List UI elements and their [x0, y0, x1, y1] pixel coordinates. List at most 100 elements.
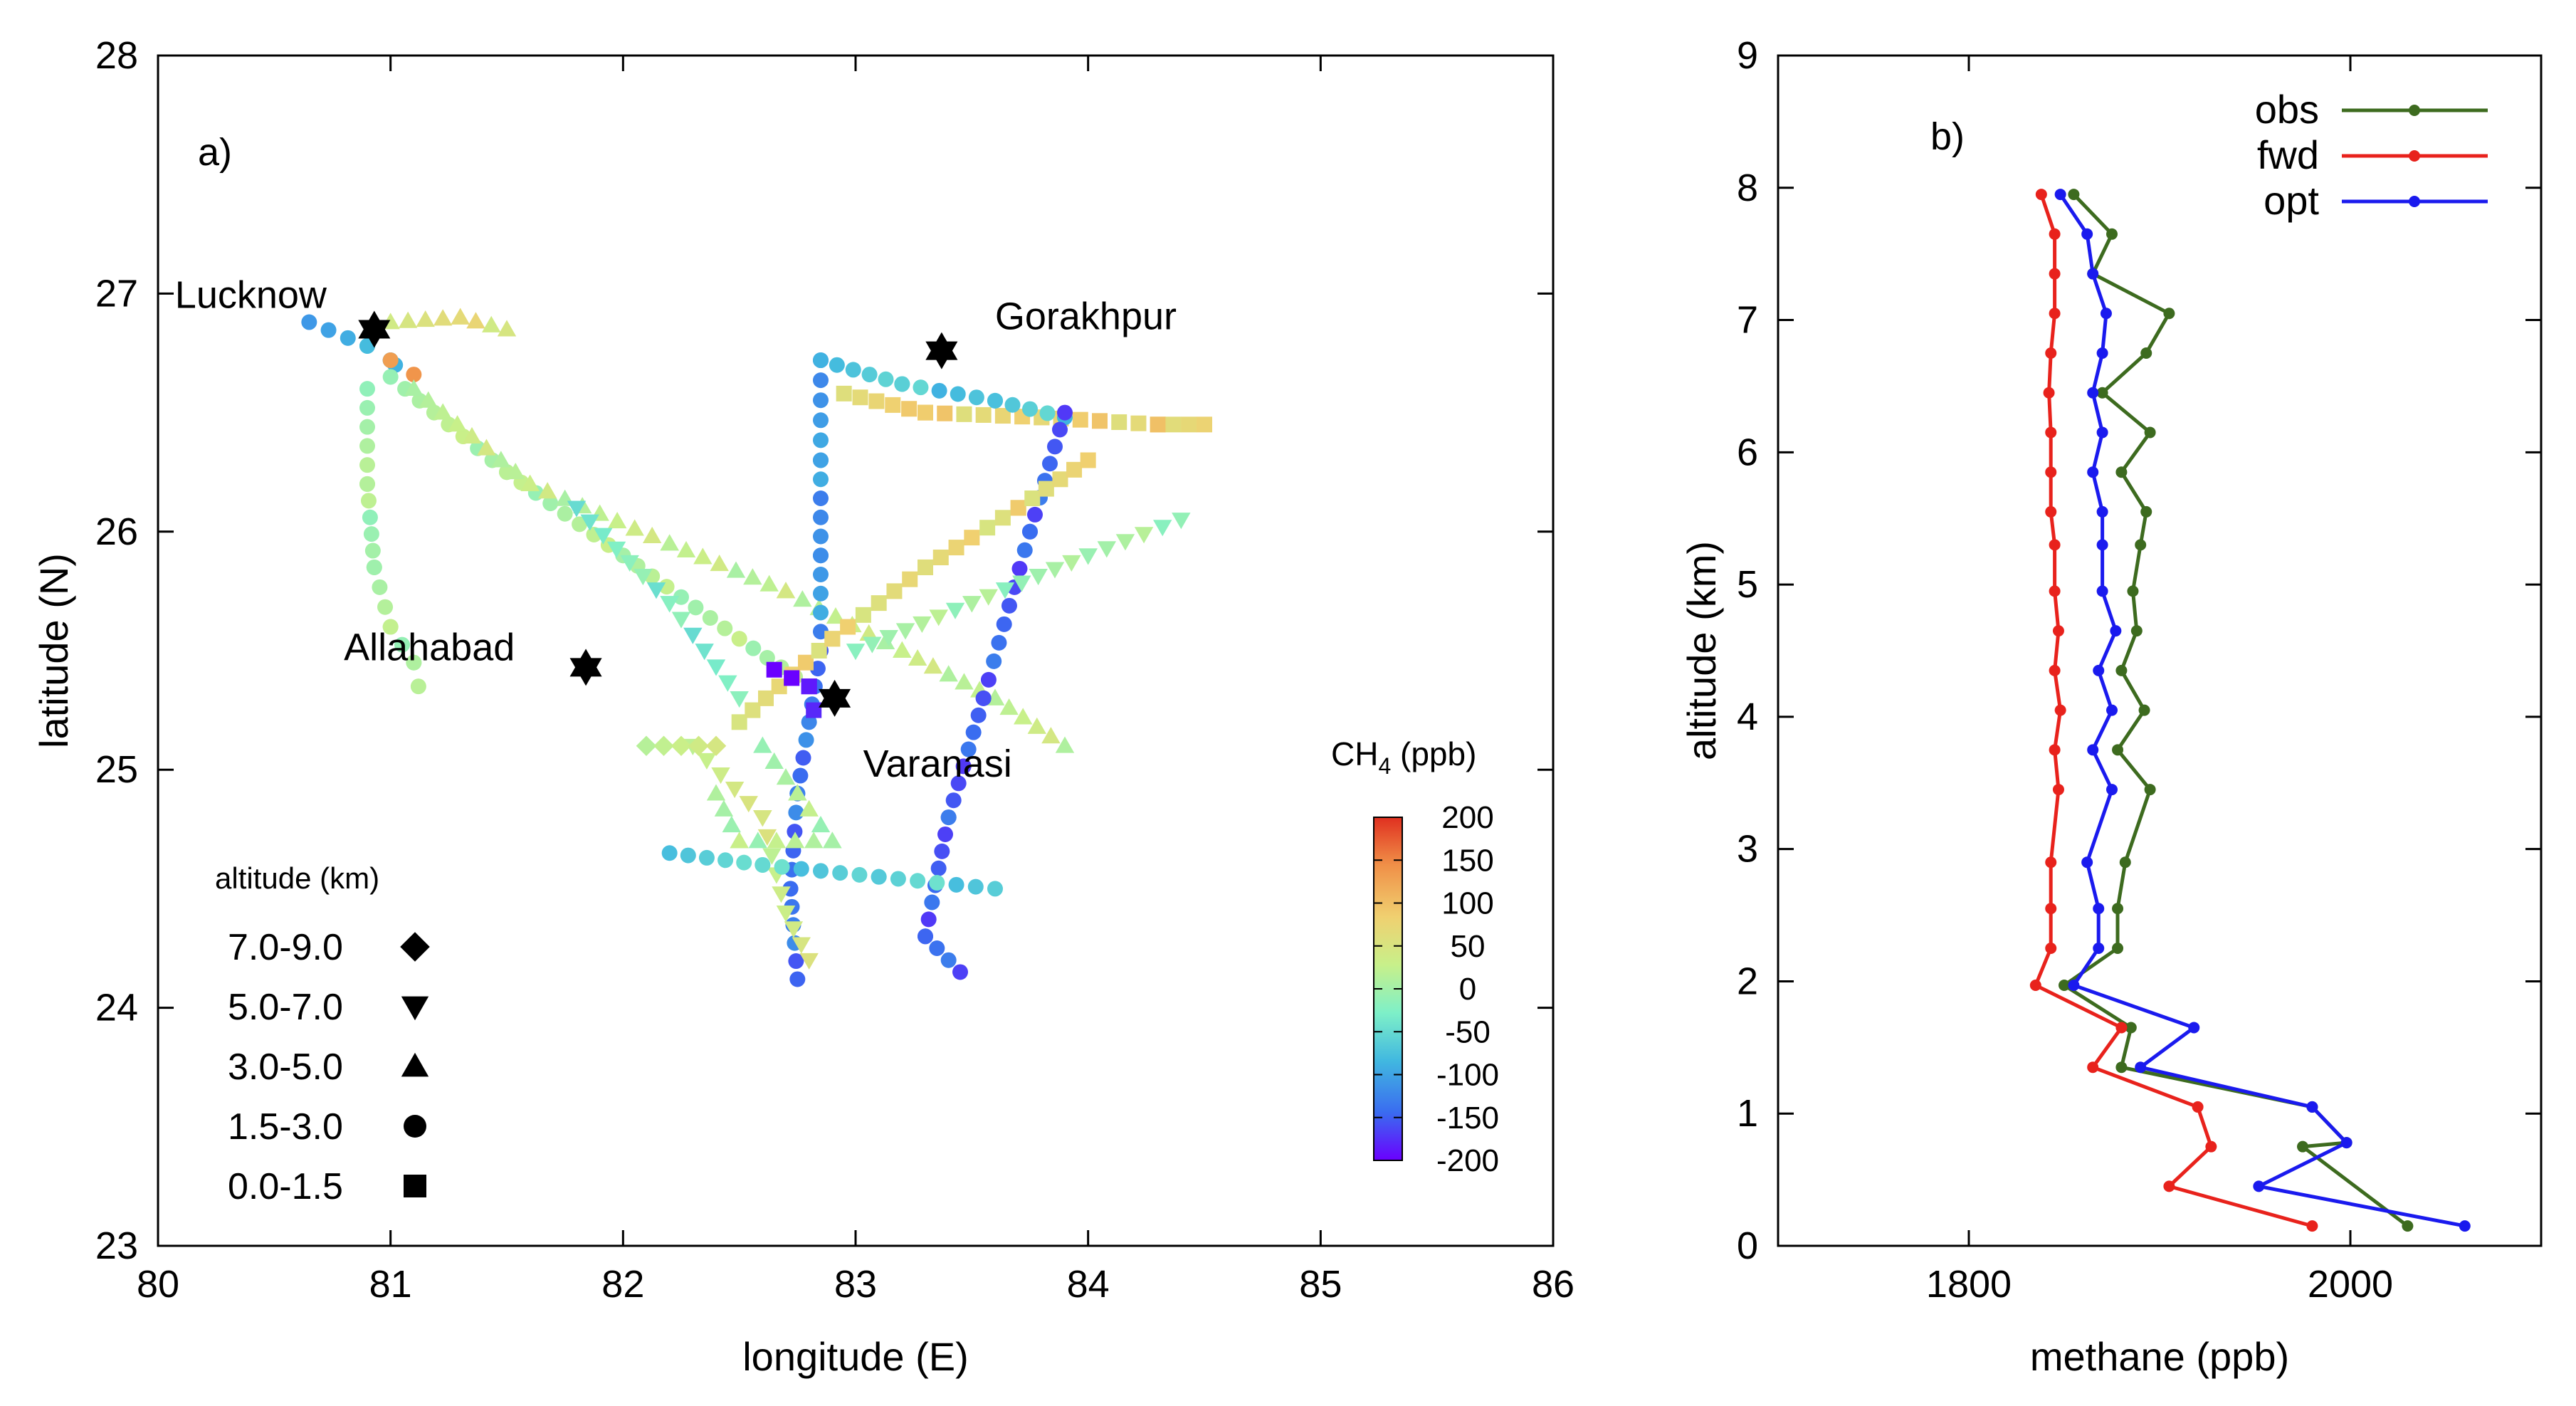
legend-marker-fwd: [2409, 150, 2420, 162]
track-point: [671, 612, 691, 629]
track-point: [776, 905, 796, 923]
track-point: [929, 940, 945, 956]
track-point: [975, 406, 992, 423]
track-point: [811, 643, 827, 659]
track-point: [398, 311, 418, 328]
track-point: [340, 330, 356, 346]
track-point: [451, 308, 470, 325]
track-point: [991, 634, 1007, 651]
track-point: [730, 691, 749, 708]
colorbar-tick-label: 50: [1451, 929, 1486, 964]
track-point: [702, 610, 718, 626]
panel-b-frame: [1777, 54, 2543, 1247]
altitude-legend-label: 1.5-3.0: [228, 1106, 343, 1148]
track-point: [1041, 727, 1061, 744]
track-point: [1111, 414, 1127, 430]
series-point-obs: [2135, 539, 2147, 551]
track-point: [1045, 562, 1065, 579]
series-point-obs: [2144, 426, 2156, 439]
track-point: [1172, 513, 1191, 530]
track-point: [372, 579, 388, 595]
track-point: [673, 589, 689, 605]
track-point: [363, 526, 379, 542]
track-point: [1078, 548, 1098, 565]
track-point: [893, 641, 912, 658]
track-point: [1097, 541, 1116, 558]
track-point: [792, 937, 811, 954]
track-point: [823, 831, 842, 849]
track-point: [809, 661, 826, 677]
track-point: [913, 379, 929, 396]
track-point: [757, 829, 777, 846]
series-point-obs: [2119, 856, 2131, 869]
track-point: [945, 602, 965, 619]
panel-b-label: b): [1930, 115, 1965, 158]
track-point: [979, 520, 996, 536]
track-point: [1014, 708, 1033, 725]
track-point: [359, 476, 375, 492]
track-point: [868, 393, 885, 409]
track-point: [758, 690, 774, 706]
track-point: [625, 519, 644, 536]
track-point: [1062, 555, 1081, 572]
track-point: [871, 869, 887, 885]
track-point: [748, 831, 767, 849]
panel-a-ytick-label: 26: [95, 510, 138, 553]
track-point: [1066, 461, 1083, 478]
track-point: [832, 865, 848, 881]
track-point: [762, 848, 782, 865]
track-point: [788, 784, 807, 801]
colorbar-tick-label: 100: [1441, 886, 1493, 921]
panel-b-ytick-label: 4: [1737, 696, 1758, 738]
track-point: [829, 357, 845, 373]
series-point-opt: [2093, 903, 2105, 915]
track-point: [1022, 401, 1038, 417]
track-point: [698, 849, 715, 866]
track-point: [918, 559, 933, 575]
track-point: [879, 629, 898, 647]
track-point: [676, 540, 696, 557]
track-point: [759, 575, 779, 592]
series-point-opt: [2188, 1022, 2200, 1034]
panel-b-ylabel: altitude (km): [1679, 541, 1724, 760]
track-point: [1092, 413, 1108, 429]
track-point: [878, 371, 894, 387]
track-point: [359, 399, 375, 416]
panel-a-xtick-label: 85: [1299, 1263, 1342, 1306]
track-point: [950, 775, 967, 792]
series-point-opt: [2106, 704, 2118, 716]
series-point-opt: [2081, 228, 2093, 240]
colorbar-tick-label: 150: [1441, 843, 1493, 878]
track-point: [937, 405, 953, 421]
track-point: [382, 619, 399, 635]
series-point-fwd: [2045, 426, 2057, 439]
panel-a-ytick-label: 27: [95, 272, 138, 315]
series-point-opt: [2068, 980, 2080, 992]
series-point-obs: [2140, 505, 2152, 518]
track-point: [1042, 456, 1058, 472]
track-point: [913, 616, 932, 633]
series-point-obs: [2125, 1022, 2137, 1034]
series-point-fwd: [2087, 1061, 2099, 1074]
colorbar-tick-label: -200: [1436, 1143, 1499, 1178]
track-point: [863, 636, 882, 654]
city-star-marker: [925, 341, 958, 369]
track-point: [745, 702, 761, 718]
track-point: [979, 589, 998, 606]
series-point-opt: [2459, 1220, 2471, 1232]
track-point: [448, 415, 467, 432]
track-point: [799, 953, 819, 970]
altitude-legend-marker: [404, 1115, 426, 1138]
track-point: [855, 607, 871, 623]
series-point-fwd: [2163, 1180, 2175, 1192]
track-point: [767, 831, 787, 849]
track-point: [366, 559, 382, 575]
series-point-fwd: [2045, 903, 2057, 915]
track-point: [801, 714, 817, 730]
panel-a-xtick-label: 83: [834, 1263, 877, 1306]
city-label: Varanasi: [863, 743, 1012, 785]
series-point-opt: [2087, 744, 2099, 756]
track-point: [813, 509, 829, 525]
track-point: [697, 752, 717, 770]
